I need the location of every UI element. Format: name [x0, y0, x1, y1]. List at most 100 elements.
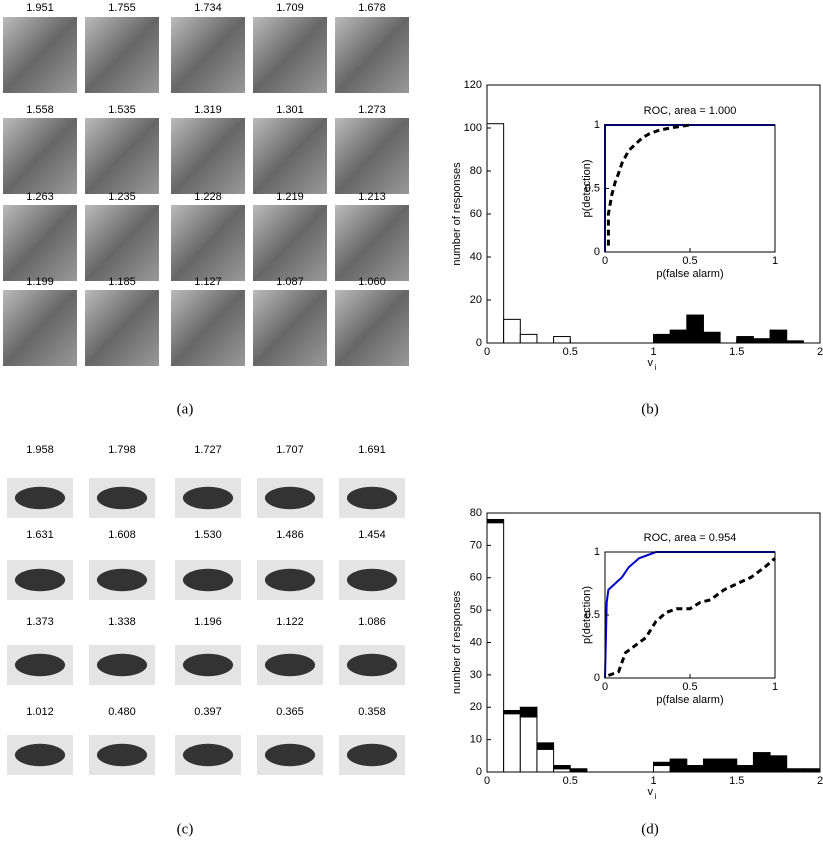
y-tick-label: 100 — [464, 122, 482, 134]
image-thumbnail — [85, 17, 159, 93]
x-tick-label: 0 — [602, 681, 608, 693]
image-score: 0.480 — [108, 706, 136, 718]
object-shape — [96, 743, 148, 767]
image-score: 1.060 — [358, 276, 386, 288]
x-tick-label: 0.5 — [563, 346, 578, 358]
image-score: 1.273 — [358, 104, 386, 116]
x-axis-label-subscript: i — [655, 792, 657, 801]
image-score: 1.213 — [358, 191, 386, 203]
histogram-bar — [553, 336, 571, 344]
image-thumbnail — [335, 290, 409, 366]
image-thumbnail — [3, 290, 77, 366]
image-score: 1.691 — [358, 444, 386, 456]
x-tick-label: 0.5 — [682, 681, 697, 693]
y-tick-label: 70 — [470, 539, 482, 551]
y-tick-label: 50 — [470, 604, 482, 616]
histogram-bar — [686, 314, 704, 344]
y-tick-label: 0.5 — [585, 609, 600, 621]
object-shape — [264, 743, 316, 767]
object-shape — [14, 743, 66, 767]
y-axis-label: number of responses — [451, 590, 463, 694]
x-tick-label: 1.5 — [729, 346, 744, 358]
image-thumbnail — [171, 290, 245, 366]
histogram-bar — [503, 318, 521, 344]
histogram-bar — [769, 755, 788, 773]
histogram-bar — [736, 336, 754, 344]
histogram-bar — [519, 333, 538, 344]
x-axis-label: p(false alarm) — [656, 268, 723, 280]
object-shape — [264, 486, 316, 510]
y-tick-label: 80 — [470, 507, 482, 519]
x-tick-label: 0 — [484, 346, 490, 358]
histogram-bar — [769, 329, 788, 344]
x-axis-label-subscript: i — [655, 363, 657, 372]
histogram-bar — [686, 765, 704, 773]
y-tick-label: 60 — [470, 572, 482, 584]
object-shape — [346, 743, 398, 767]
image-score: 1.707 — [276, 444, 304, 456]
object-shape — [346, 653, 398, 677]
image-thumbnail — [171, 17, 245, 93]
x-tick-label: 1 — [650, 775, 656, 787]
image-score: 1.219 — [276, 191, 304, 203]
inset-title: ROC, area = 0.954 — [644, 532, 737, 544]
histogram-bar — [719, 758, 738, 773]
y-tick-label: 1 — [594, 119, 600, 131]
image-score: 1.228 — [194, 191, 222, 203]
image-thumbnail — [171, 205, 245, 281]
object-shape — [182, 568, 234, 592]
object-shape — [264, 653, 316, 677]
image-score: 1.535 — [108, 104, 136, 116]
y-tick-label: 1 — [594, 546, 600, 558]
histogram-bar — [653, 333, 671, 344]
image-score: 1.235 — [108, 191, 136, 203]
object-shape — [346, 568, 398, 592]
y-tick-label: 0 — [594, 246, 600, 258]
image-thumbnail — [85, 290, 159, 366]
image-score: 1.727 — [194, 444, 222, 456]
y-tick-label: 80 — [470, 165, 482, 177]
image-thumbnail — [253, 205, 327, 281]
image-thumbnail — [85, 205, 159, 281]
y-tick-label: 0 — [594, 672, 600, 684]
image-score: 1.486 — [276, 529, 304, 541]
histogram-bar — [653, 761, 671, 767]
object-shape — [264, 568, 316, 592]
caption: (a) — [177, 401, 194, 417]
image-score: 1.338 — [108, 616, 136, 628]
image-score: 1.558 — [26, 104, 54, 116]
y-axis-label: p(detection) — [581, 159, 593, 217]
x-tick-label: 1 — [772, 255, 778, 267]
image-score: 0.358 — [358, 706, 386, 718]
image-score: 1.196 — [194, 616, 222, 628]
x-tick-label: 1 — [650, 346, 656, 358]
image-thumbnail — [85, 118, 159, 194]
histogram-bar — [553, 765, 571, 770]
histogram-bar — [752, 752, 771, 773]
image-score: 1.709 — [276, 2, 304, 14]
image-score: 1.678 — [358, 2, 386, 14]
inset-title: ROC, area = 1.000 — [644, 105, 737, 117]
histogram-bar — [503, 709, 521, 715]
y-tick-label: 0 — [476, 337, 482, 349]
histogram-bar — [736, 765, 754, 773]
y-tick-label: 10 — [470, 734, 482, 746]
x-axis-label: v — [648, 786, 654, 798]
image-score: 1.798 — [108, 444, 136, 456]
image-thumbnail — [335, 17, 409, 93]
y-tick-label: 40 — [470, 251, 482, 263]
x-tick-label: 0 — [602, 255, 608, 267]
caption: (d) — [641, 821, 659, 837]
image-score: 1.319 — [194, 104, 222, 116]
image-score: 1.530 — [194, 529, 222, 541]
image-score: 1.631 — [26, 529, 54, 541]
image-score: 1.951 — [26, 2, 54, 14]
object-shape — [14, 486, 66, 510]
x-tick-label: 0.5 — [682, 255, 697, 267]
x-tick-label: 1.5 — [729, 775, 744, 787]
histogram-bar — [536, 742, 555, 750]
histogram-bar — [536, 748, 555, 773]
histogram-bar — [669, 329, 688, 344]
x-tick-label: 0.5 — [563, 775, 578, 787]
